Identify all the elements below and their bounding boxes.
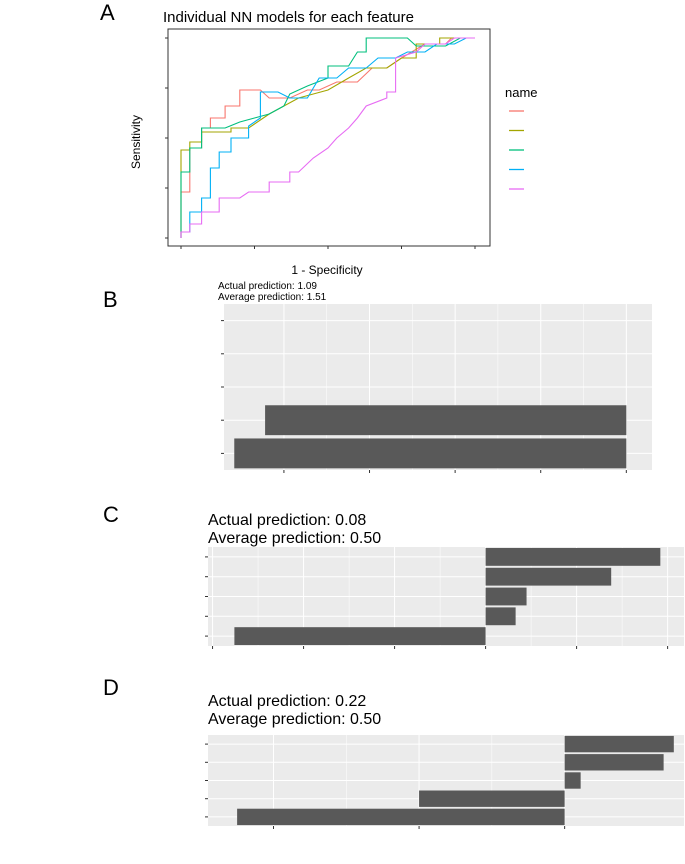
panel-b-actual-prediction: Actual prediction: 1.09 (218, 281, 317, 292)
panel-d: D Actual prediction: 0.22 Average predic… (103, 675, 684, 829)
panel-d-letter: D (103, 675, 119, 700)
bar (485, 547, 661, 566)
roc-plot (165, 28, 491, 249)
bar (564, 735, 674, 753)
roc-plot-frame (167, 28, 491, 247)
panel-b-letter: B (103, 287, 118, 312)
bar (485, 567, 612, 586)
panel-c-average-prediction: Average prediction: 0.50 (208, 530, 381, 547)
bar (419, 790, 565, 807)
legend (509, 110, 524, 190)
panel-d-average-prediction: Average prediction: 0.50 (208, 711, 381, 728)
bar (564, 772, 581, 789)
panel-c-letter: C (103, 502, 119, 527)
panel-a-title: Individual NN models for each feature (163, 9, 414, 26)
panel-b-bar-chart (221, 304, 652, 473)
panel-d-bar-chart (205, 735, 684, 829)
panel-a-y-axis-label: Sensitivity (129, 115, 143, 169)
legend-title: name (505, 85, 538, 100)
bar (234, 627, 486, 646)
panel-a: A Individual NN models for each feature … (100, 0, 538, 277)
bar (485, 587, 527, 606)
panel-c-bar-chart (205, 547, 684, 649)
panel-c: C Actual prediction: 0.08 Average predic… (103, 502, 684, 649)
panel-a-x-axis-label: 1 - Specificity (291, 263, 362, 277)
bar (485, 607, 516, 626)
panel-b-average-prediction: Average prediction: 1.51 (218, 292, 327, 303)
bar (234, 438, 627, 469)
bar (265, 405, 627, 436)
roc-curve-2 (180, 37, 475, 238)
panel-d-actual-prediction: Actual prediction: 0.22 (208, 693, 366, 710)
panel-a-letter: A (100, 0, 115, 25)
panel-b: B Actual prediction: 1.09 Average predic… (103, 281, 652, 473)
roc-curve-3 (180, 37, 475, 238)
bar (237, 808, 565, 826)
roc-curve-4 (180, 37, 475, 238)
panel-c-actual-prediction: Actual prediction: 0.08 (208, 512, 366, 529)
bar (564, 754, 664, 771)
